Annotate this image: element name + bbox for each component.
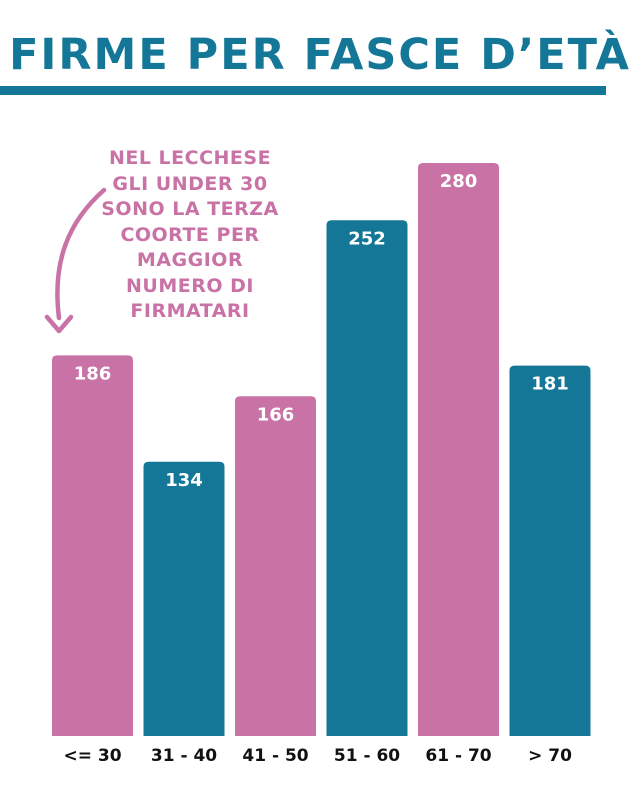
x-tick-label: 51 - 60 xyxy=(334,746,400,766)
bar-3 xyxy=(326,220,408,737)
bar-value-label: 186 xyxy=(74,363,112,384)
bar-value-label: 166 xyxy=(257,404,295,425)
bar-value-label: 181 xyxy=(531,374,569,395)
x-tick-label: 61 - 70 xyxy=(425,746,491,766)
bar-value-label: 252 xyxy=(348,228,386,249)
bar-4 xyxy=(418,163,499,736)
bar-0 xyxy=(52,355,133,736)
bar-value-label: 134 xyxy=(165,470,203,491)
x-tick-label: 41 - 50 xyxy=(242,746,308,766)
x-tick-label: > 70 xyxy=(528,746,572,766)
chart-annotation: NEL LECCHESE GLI UNDER 30 SONO LA TERZA … xyxy=(101,147,279,322)
bar-5 xyxy=(509,365,591,736)
x-tick-label: <= 30 xyxy=(63,746,121,766)
x-tick-label: 31 - 40 xyxy=(151,746,217,766)
bar-2 xyxy=(235,396,316,736)
bar-1 xyxy=(143,461,225,736)
page-title: FIRME PER FASCE D’ETÀ xyxy=(9,30,631,80)
title-underline xyxy=(0,86,606,95)
bar-value-label: 280 xyxy=(440,171,478,192)
